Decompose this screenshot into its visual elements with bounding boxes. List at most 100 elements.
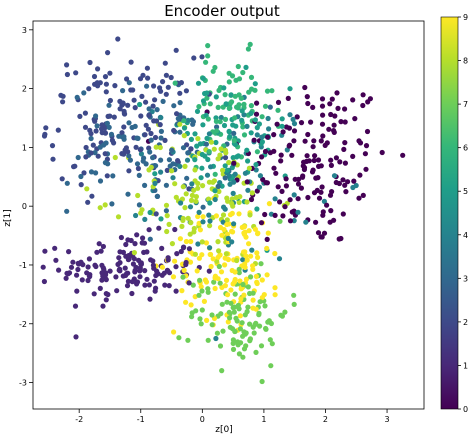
scatter-point-class-7 bbox=[224, 299, 230, 305]
scatter-point-class-2 bbox=[95, 153, 101, 159]
scatter-point-class-3 bbox=[97, 144, 103, 150]
scatter-point-class-0 bbox=[263, 180, 269, 186]
scatter-point-class-6 bbox=[254, 149, 260, 155]
x-tick-label: 0 bbox=[200, 415, 205, 424]
scatter-point-class-8 bbox=[216, 188, 222, 195]
scatter-point-class-5 bbox=[252, 81, 258, 87]
scatter-point-class-4 bbox=[170, 175, 176, 181]
scatter-point-class-2 bbox=[174, 111, 180, 117]
scatter-point-class-2 bbox=[162, 137, 168, 143]
scatter-point-class-0 bbox=[342, 140, 348, 146]
scatter-point-class-3 bbox=[104, 120, 110, 126]
x-tick-label: -1 bbox=[137, 415, 145, 424]
scatter-point-class-2 bbox=[175, 158, 181, 164]
scatter-point-class-9 bbox=[219, 232, 225, 238]
scatter-point-class-0 bbox=[340, 211, 346, 217]
scatter-point-class-7 bbox=[231, 309, 237, 315]
scatter-point-class-8 bbox=[234, 257, 240, 264]
scatter-point-class-0 bbox=[258, 220, 265, 226]
scatter-point-class-2 bbox=[126, 168, 132, 174]
scatter-point-class-4 bbox=[200, 219, 206, 225]
scatter-point-class-6 bbox=[212, 171, 218, 177]
scatter-point-class-9 bbox=[177, 236, 183, 242]
scatter-point-class-8 bbox=[236, 199, 242, 205]
scatter-point-class-0 bbox=[309, 169, 316, 175]
scatter-point-class-4 bbox=[177, 163, 183, 169]
scatter-point-class-6 bbox=[215, 104, 221, 110]
scatter-point-class-4 bbox=[152, 180, 158, 186]
colorbar bbox=[440, 16, 459, 410]
scatter-point-class-1 bbox=[56, 267, 62, 273]
scatter-point-class-5 bbox=[221, 122, 228, 129]
scatter-point-class-1 bbox=[142, 268, 148, 274]
scatter-point-class-2 bbox=[121, 124, 127, 130]
scatter-point-class-9 bbox=[244, 257, 250, 263]
scatter-point-class-7 bbox=[236, 351, 242, 357]
scatter-point-class-1 bbox=[93, 263, 99, 270]
y-tick-label: 1 bbox=[22, 143, 27, 152]
scatter-point-class-3 bbox=[147, 149, 153, 155]
scatter-point-class-0 bbox=[331, 128, 337, 134]
scatter-point-class-2 bbox=[99, 126, 105, 132]
scatter-point-class-8 bbox=[185, 215, 191, 221]
scatter-point-class-0 bbox=[251, 137, 257, 143]
scatter-point-class-7 bbox=[250, 290, 256, 296]
scatter-point-class-6 bbox=[203, 59, 209, 65]
scatter-point-class-2 bbox=[164, 167, 170, 173]
scatter-point-class-1 bbox=[75, 266, 81, 273]
scatter-point-class-7 bbox=[230, 340, 236, 346]
scatter-point-class-2 bbox=[121, 151, 127, 157]
colorbar-tick-label: 1 bbox=[463, 361, 468, 370]
scatter-point-class-2 bbox=[107, 70, 113, 76]
scatter-point-class-9 bbox=[188, 302, 194, 308]
scatter-point-class-9 bbox=[210, 256, 216, 262]
scatter-point-class-5 bbox=[198, 175, 204, 181]
scatter-point-class-9 bbox=[225, 292, 231, 298]
scatter-point-class-4 bbox=[206, 131, 212, 137]
scatter-point-class-0 bbox=[342, 160, 348, 166]
scatter-point-class-0 bbox=[318, 234, 324, 240]
scatter-point-class-5 bbox=[239, 108, 245, 114]
scatter-point-class-1 bbox=[100, 243, 106, 250]
scatter-point-class-1 bbox=[86, 256, 92, 262]
scatter-point-class-4 bbox=[245, 187, 251, 193]
scatter-point-class-3 bbox=[144, 83, 150, 89]
scatter-point-class-2 bbox=[163, 72, 169, 78]
scatter-point-class-5 bbox=[254, 125, 260, 131]
scatter-point-class-8 bbox=[192, 251, 198, 257]
scatter-point-class-5 bbox=[239, 117, 245, 123]
scatter-point-class-8 bbox=[199, 239, 205, 245]
scatter-point-class-1 bbox=[120, 273, 126, 279]
scatter-point-class-3 bbox=[92, 150, 98, 156]
scatter-point-class-9 bbox=[255, 231, 261, 237]
scatter-point-class-1 bbox=[146, 282, 152, 288]
x-tick-label: 3 bbox=[385, 415, 390, 424]
scatter-point-class-9 bbox=[243, 253, 249, 259]
scatter-point-class-3 bbox=[154, 193, 161, 199]
scatter-point-class-2 bbox=[78, 182, 84, 188]
scatter-point-class-1 bbox=[78, 259, 84, 265]
scatter-point-class-6 bbox=[235, 63, 241, 70]
scatter-point-class-0 bbox=[364, 128, 371, 135]
scatter-point-class-6 bbox=[240, 124, 246, 130]
scatter-point-class-2 bbox=[133, 144, 139, 150]
scatter-point-class-1 bbox=[52, 245, 58, 251]
scatter-point-class-0 bbox=[320, 133, 326, 139]
scatter-point-class-2 bbox=[90, 142, 96, 148]
scatter-point-class-6 bbox=[226, 70, 232, 76]
scatter-point-class-9 bbox=[172, 258, 178, 264]
scatter-point-class-9 bbox=[197, 227, 203, 233]
scatter-point-class-2 bbox=[72, 163, 78, 169]
scatter-point-class-1 bbox=[85, 264, 91, 270]
scatter-point-class-1 bbox=[174, 251, 180, 257]
scatter-point-class-8 bbox=[215, 239, 221, 245]
scatter-point-class-4 bbox=[244, 123, 250, 129]
scatter-point-class-9 bbox=[179, 288, 185, 294]
scatter-point-class-0 bbox=[318, 138, 324, 144]
scatter-point-class-8 bbox=[191, 187, 197, 193]
scatter-point-class-0 bbox=[315, 230, 322, 236]
scatter-point-class-0 bbox=[334, 90, 340, 96]
scatter-point-class-0 bbox=[326, 126, 332, 132]
scatter-point-class-9 bbox=[246, 241, 252, 247]
scatter-point-class-5 bbox=[188, 136, 194, 142]
